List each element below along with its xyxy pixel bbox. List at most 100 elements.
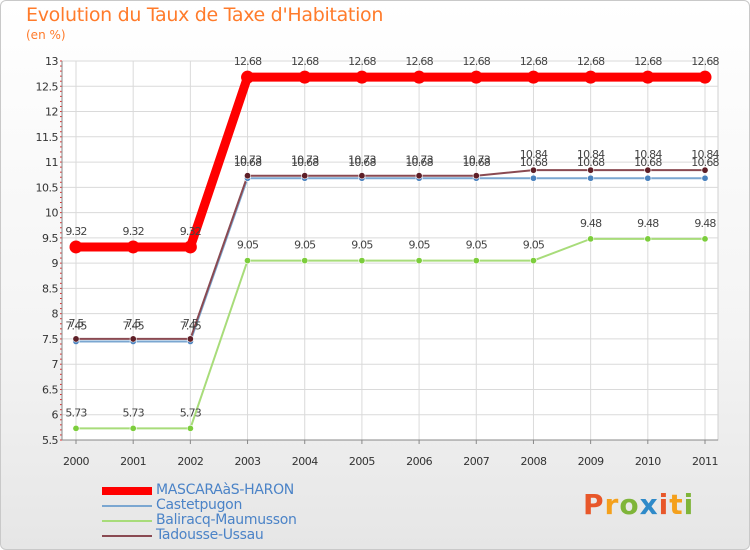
x-tick-label: 2001 <box>120 455 146 468</box>
data-point <box>72 335 80 343</box>
legend-swatch <box>102 520 152 522</box>
data-label: 9.48 <box>694 217 716 230</box>
data-label: 10.68 <box>520 156 548 169</box>
data-point <box>126 240 140 254</box>
data-point <box>244 172 252 180</box>
data-point <box>587 166 595 174</box>
y-tick-label: 6 <box>52 409 59 422</box>
data-label: 10.68 <box>577 156 605 169</box>
data-point <box>412 70 426 84</box>
data-label: 12.68 <box>463 55 491 68</box>
series-line <box>75 237 706 430</box>
data-point <box>584 70 598 84</box>
y-tick-label: 5.5 <box>42 434 58 447</box>
x-tick-label: 2004 <box>292 455 318 468</box>
data-label: 10.68 <box>291 156 319 169</box>
data-point <box>644 166 652 174</box>
line-chart: 5.5 6 6.5 7 7.5 8 8.5 9 9.5 10 10.5 11 11.5 12 12.5 13 2… <box>36 55 721 468</box>
y-tick-label: 9.5 <box>42 232 58 245</box>
data-label: 12.68 <box>291 55 319 68</box>
data-label: 10.68 <box>348 156 376 169</box>
x-tick-label: 2008 <box>520 455 546 468</box>
x-tick-label: 2002 <box>177 455 203 468</box>
legend-swatch <box>102 487 152 495</box>
data-label: 10.68 <box>463 156 491 169</box>
data-label: 10.84 <box>520 148 548 161</box>
data-label: 12.68 <box>634 55 662 68</box>
data-label: 7.45 <box>180 319 202 332</box>
data-point <box>472 257 480 265</box>
data-label: 10.84 <box>577 148 605 161</box>
data-label: 10.73 <box>291 154 319 167</box>
data-point <box>129 424 137 432</box>
series-line <box>75 177 706 343</box>
data-point <box>469 70 483 84</box>
series-line <box>75 169 706 340</box>
legend-label: Tadousse-Ussau <box>156 527 264 543</box>
data-point <box>301 257 309 265</box>
y-tick-label: 6.5 <box>42 383 58 396</box>
data-label: 9.05 <box>466 239 488 252</box>
data-point <box>415 172 423 180</box>
data-point <box>415 257 423 265</box>
data-point <box>298 70 312 84</box>
data-point <box>186 335 194 343</box>
y-tick-label: 8 <box>52 308 59 321</box>
legend-label: Castetpugon <box>156 497 243 513</box>
data-point <box>698 70 712 84</box>
x-tick-label: 2010 <box>635 455 661 468</box>
data-point <box>529 257 537 265</box>
data-label: 10.73 <box>348 154 376 167</box>
data-point <box>186 424 194 432</box>
data-label: 12.68 <box>405 55 433 68</box>
legend-label: Baliracq-Maumusson <box>156 512 297 528</box>
y-tick-label: 10.5 <box>36 181 59 194</box>
data-label: 10.73 <box>463 154 491 167</box>
data-label: 10.84 <box>634 148 662 161</box>
y-tick-label: 12 <box>45 106 58 119</box>
data-point <box>355 70 369 84</box>
data-label: 10.68 <box>405 156 433 169</box>
data-point <box>529 174 537 182</box>
data-point <box>129 335 137 343</box>
data-label: 12.68 <box>520 55 548 68</box>
data-label: 10.73 <box>405 154 433 167</box>
y-tick-label: 8.5 <box>42 282 58 295</box>
x-tick-label: 2003 <box>235 455 261 468</box>
proxiti-logo: Proxiti <box>583 488 694 521</box>
x-tick-label: 2006 <box>406 455 432 468</box>
data-label: 9.48 <box>580 217 602 230</box>
y-tick-label: 7 <box>52 358 59 371</box>
data-label: 9.32 <box>65 225 86 238</box>
logo-letter: i <box>658 488 670 521</box>
logo-letter: i <box>683 488 695 521</box>
chart-subtitle: (en %) <box>26 28 66 42</box>
logo-letter: t <box>669 488 684 521</box>
data-label: 10.68 <box>634 156 662 169</box>
data-label: 10.84 <box>691 148 719 161</box>
data-label: 10.68 <box>691 156 719 169</box>
data-label: 9.05 <box>408 239 430 252</box>
legend-swatch <box>102 535 152 537</box>
data-point <box>641 70 655 84</box>
data-label: 7.5 <box>126 317 142 330</box>
x-tick-label: 2005 <box>349 455 375 468</box>
data-label: 10.68 <box>234 156 262 169</box>
data-label: 12.68 <box>577 55 605 68</box>
logo-letter: o <box>619 488 640 521</box>
data-label: 9.05 <box>351 239 373 252</box>
data-point <box>701 235 709 243</box>
data-label: 9.32 <box>123 225 144 238</box>
data-point <box>644 235 652 243</box>
data-label: 9.05 <box>523 239 545 252</box>
y-tick-label: 12.5 <box>36 80 59 93</box>
logo-letter: P <box>583 488 605 521</box>
y-tick-label: 7.5 <box>42 333 58 346</box>
data-label: 9.05 <box>237 239 259 252</box>
data-point <box>301 172 309 180</box>
data-point <box>358 172 366 180</box>
y-tick-label: 10 <box>45 207 58 220</box>
data-point <box>529 166 537 174</box>
legend-swatch <box>102 505 152 507</box>
data-label: 7.5 <box>68 317 84 330</box>
